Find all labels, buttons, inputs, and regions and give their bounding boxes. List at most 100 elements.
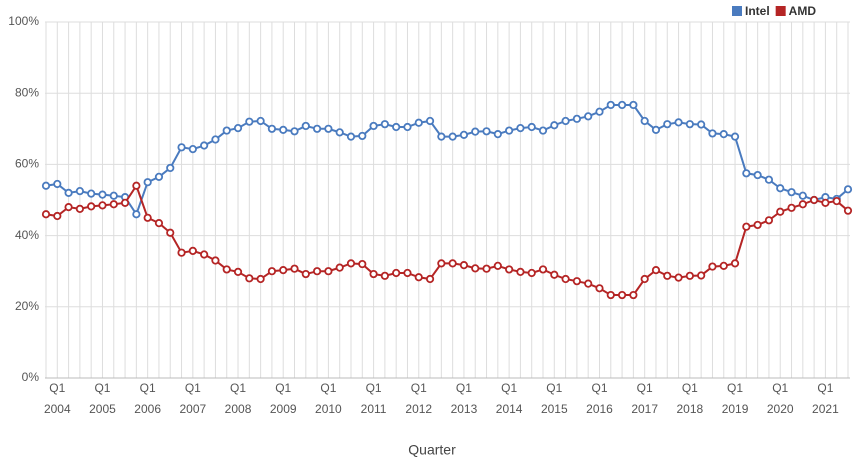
data-point: [211, 256, 220, 265]
data-point: [245, 274, 254, 283]
data-point: [324, 267, 333, 276]
data-point: [392, 268, 401, 278]
data-point: [538, 126, 548, 135]
data-point: [742, 169, 751, 178]
x-tick-label: 2005: [89, 402, 116, 416]
data-point: [312, 267, 322, 276]
data-point: [595, 107, 604, 116]
data-point: [764, 216, 774, 225]
data-point: [256, 274, 265, 284]
x-tick-label: 2016: [586, 402, 613, 416]
x-tick-label: Q1: [140, 381, 156, 395]
data-point: [233, 123, 243, 133]
data-point: [98, 190, 107, 199]
y-tick-label: 0%: [22, 370, 40, 384]
data-point: [75, 204, 84, 213]
x-tick-label: 2013: [451, 402, 478, 416]
series-line: [45, 103, 849, 217]
x-tick-label: 2006: [134, 402, 161, 416]
data-point: [685, 271, 694, 280]
data-point: [222, 265, 231, 274]
data-point: [787, 203, 796, 212]
data-point: [75, 187, 84, 196]
data-point: [369, 269, 378, 279]
data-point: [256, 116, 265, 126]
data-point: [166, 228, 175, 237]
data-point: [776, 207, 785, 216]
x-tick-label: 2017: [631, 402, 658, 416]
data-point: [651, 125, 661, 134]
data-point: [143, 178, 152, 187]
data-point: [674, 273, 683, 282]
data-point: [798, 200, 807, 209]
x-tick-label: Q1: [637, 381, 653, 395]
data-point: [561, 116, 570, 126]
data-point: [290, 127, 299, 136]
data-point: [64, 188, 73, 197]
data-point: [53, 211, 62, 221]
data-point: [505, 126, 514, 135]
data-point: [753, 170, 762, 180]
data-point: [200, 141, 209, 150]
data-point: [64, 203, 73, 212]
data-point: [719, 261, 728, 270]
data-point: [403, 122, 412, 132]
data-point: [346, 259, 356, 268]
data-point: [482, 127, 491, 136]
x-tick-label: Q1: [411, 381, 427, 395]
data-point: [188, 246, 197, 256]
data-point: [414, 273, 423, 282]
data-point: [200, 250, 209, 259]
data-point: [572, 277, 582, 286]
data-point: [821, 198, 830, 207]
x-tick-label: 2019: [722, 402, 749, 416]
data-point: [98, 201, 107, 210]
data-point: [742, 222, 751, 231]
legend-swatch: [732, 6, 742, 16]
data-point: [798, 191, 807, 200]
data-point: [629, 100, 638, 110]
y-tick-label: 20%: [15, 299, 39, 313]
data-point: [482, 264, 491, 273]
data-point: [640, 274, 649, 284]
x-tick-label: Q1: [546, 381, 562, 395]
y-tick-label: 40%: [15, 228, 39, 242]
data-point: [392, 122, 401, 132]
data-point: [730, 132, 740, 141]
data-point: [301, 269, 310, 279]
x-tick-label: 2015: [541, 402, 568, 416]
data-point: [346, 132, 356, 141]
data-point: [177, 143, 186, 152]
data-point: [245, 117, 254, 126]
legend-swatch: [775, 6, 786, 16]
data-point: [471, 264, 480, 273]
data-point: [629, 290, 638, 300]
x-tick-label: Q1: [682, 381, 698, 395]
data-point: [87, 202, 96, 211]
x-tick-label: Q1: [727, 381, 743, 395]
data-point: [730, 259, 740, 268]
data-point: [708, 129, 717, 138]
x-tick-label: 2009: [270, 402, 297, 416]
data-point: [776, 184, 785, 193]
data-point: [516, 123, 525, 133]
data-point: [87, 189, 96, 198]
data-point: [832, 196, 841, 206]
data-point: [538, 265, 548, 274]
data-point: [41, 181, 51, 190]
data-point: [312, 124, 322, 133]
x-tick-label: 2011: [361, 402, 387, 416]
legend-label: Intel: [745, 4, 770, 18]
data-point: [425, 116, 435, 126]
data-point: [267, 124, 277, 133]
data-point: [471, 127, 480, 136]
x-tick-label: 2007: [179, 402, 206, 416]
y-tick-label: 80%: [15, 85, 39, 99]
data-point: [154, 219, 164, 228]
data-point: [584, 112, 593, 121]
x-tick-label: Q1: [817, 381, 833, 395]
data-point: [41, 210, 51, 219]
data-point: [719, 130, 728, 139]
data-point: [109, 191, 118, 200]
